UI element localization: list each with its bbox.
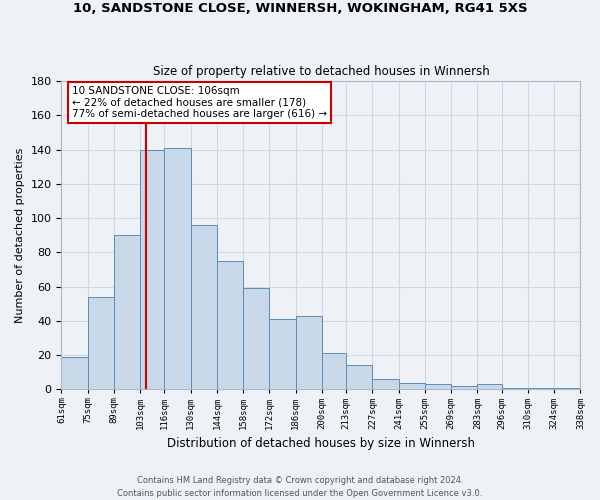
Bar [191,225,217,390]
Bar [322,354,346,390]
Bar [528,388,554,390]
Bar [61,357,88,390]
Bar [114,236,140,390]
Bar [451,386,478,390]
Bar [140,150,164,390]
Text: 10 SANDSTONE CLOSE: 106sqm
← 22% of detached houses are smaller (178)
77% of sem: 10 SANDSTONE CLOSE: 106sqm ← 22% of deta… [72,86,327,119]
Y-axis label: Number of detached properties: Number of detached properties [15,148,25,323]
X-axis label: Distribution of detached houses by size in Winnersh: Distribution of detached houses by size … [167,437,475,450]
Bar [346,366,373,390]
Bar [269,319,296,390]
Bar [88,297,114,390]
Bar [373,379,399,390]
Bar [554,388,580,390]
Bar [399,382,425,390]
Bar [296,316,322,390]
Text: 10, SANDSTONE CLOSE, WINNERSH, WOKINGHAM, RG41 5XS: 10, SANDSTONE CLOSE, WINNERSH, WOKINGHAM… [73,2,527,16]
Bar [217,261,243,390]
Bar [243,288,269,390]
Bar [502,388,528,390]
Title: Size of property relative to detached houses in Winnersh: Size of property relative to detached ho… [152,66,490,78]
Text: Contains HM Land Registry data © Crown copyright and database right 2024.
Contai: Contains HM Land Registry data © Crown c… [118,476,482,498]
Bar [478,384,502,390]
Bar [425,384,451,390]
Bar [164,148,191,390]
